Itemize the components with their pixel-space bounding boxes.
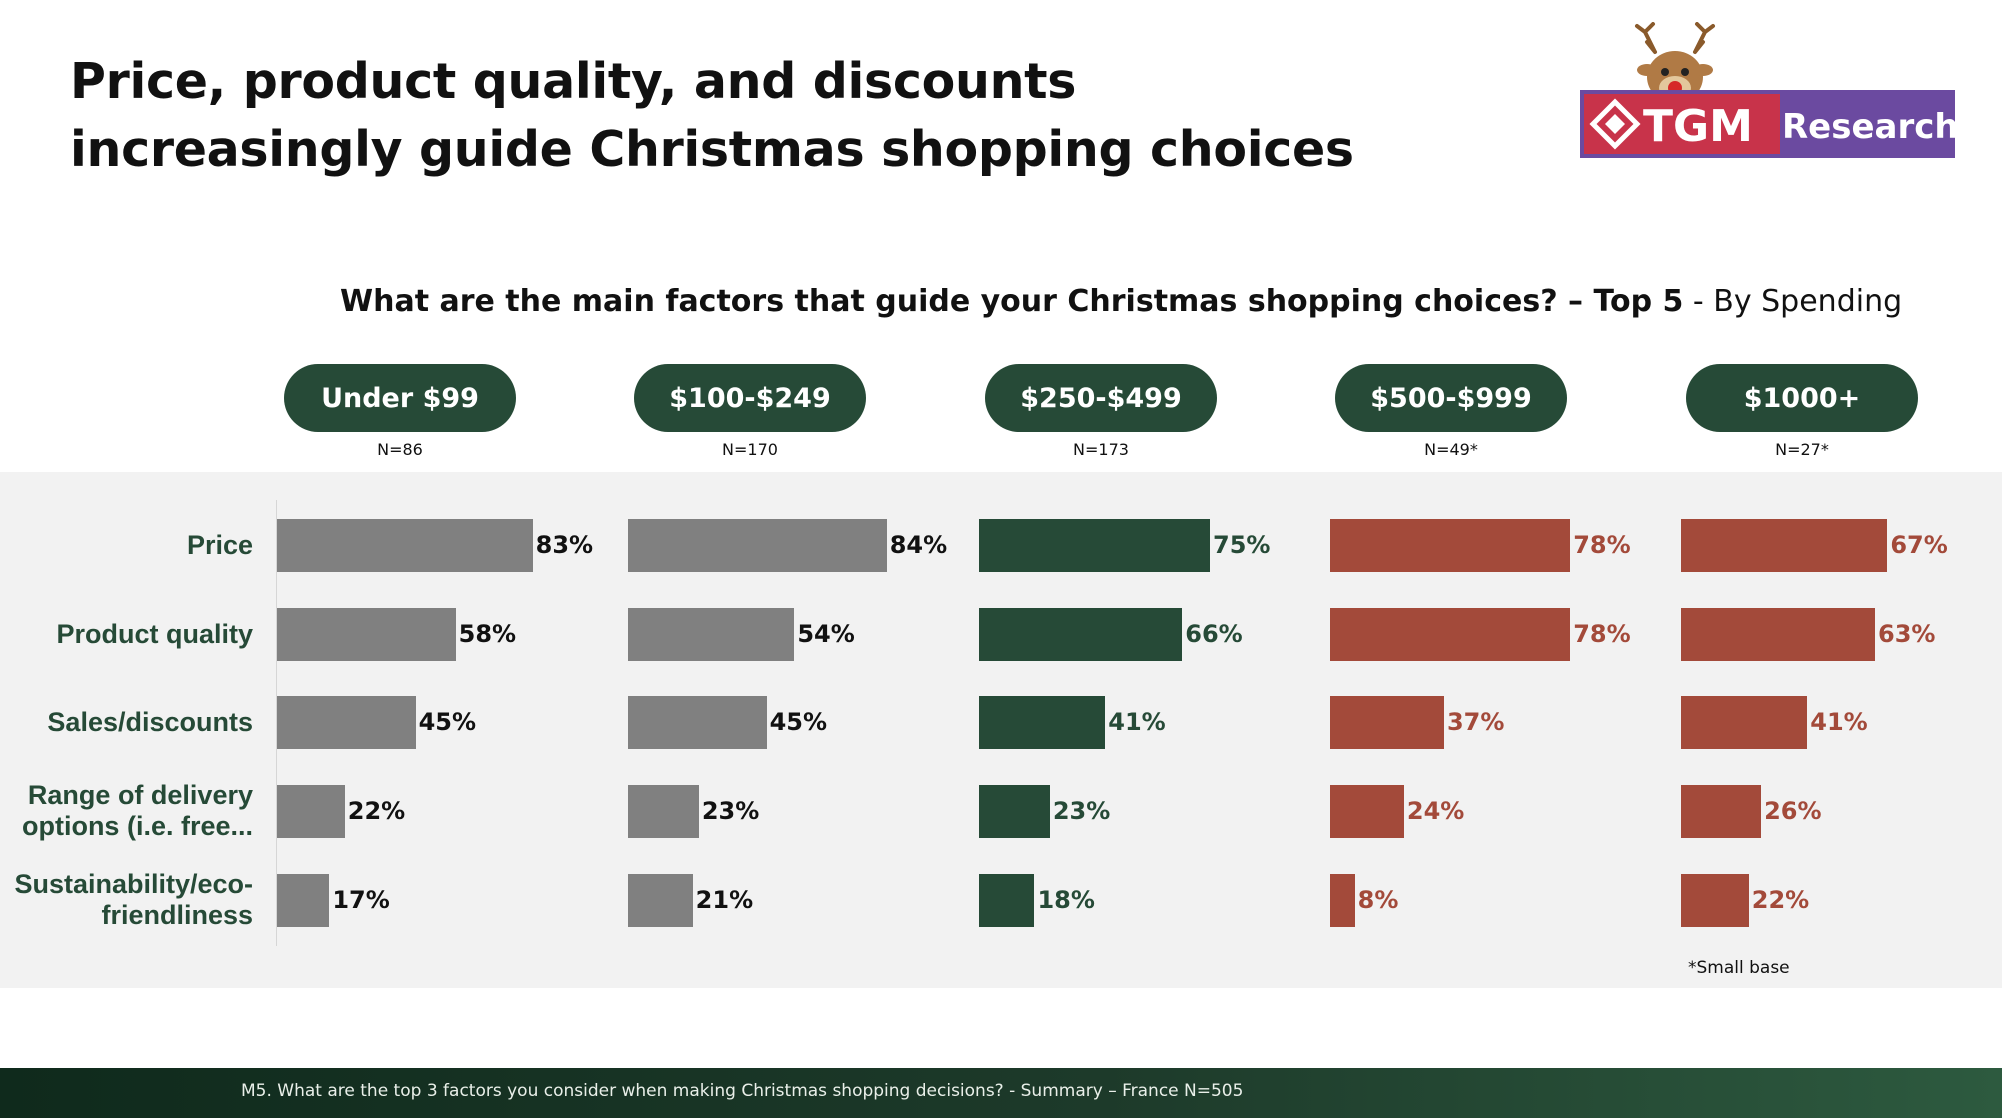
data-label: 41% [1810, 707, 1868, 736]
category-label: Product quality [56, 618, 253, 649]
series-sample-size: N=170 [722, 440, 778, 459]
bar [979, 873, 1035, 927]
bar [277, 784, 345, 838]
bar [979, 518, 1210, 572]
data-label: 22% [1751, 885, 1810, 914]
bar [1681, 873, 1749, 927]
data-label: 23% [701, 796, 760, 825]
page-title-line-2: increasingly guide Christmas shopping ch… [70, 121, 1354, 178]
bar [1681, 518, 1888, 572]
bar [277, 518, 533, 572]
data-label: 54% [797, 619, 855, 648]
data-label: 37% [1446, 707, 1505, 736]
category-axis-line [276, 500, 277, 946]
data-label: 67% [1890, 530, 1948, 559]
data-label: 66% [1185, 619, 1243, 648]
data-label: 17% [332, 885, 390, 914]
bar [1330, 784, 1404, 838]
category-label: Price [186, 529, 253, 560]
bar [1681, 695, 1808, 749]
data-label: 63% [1878, 619, 1936, 648]
series-sample-size: N=27* [1775, 440, 1829, 459]
data-label: 24% [1406, 796, 1465, 825]
bar [979, 695, 1106, 749]
category-label: Sales/discounts [47, 706, 253, 737]
data-label: 22% [347, 796, 406, 825]
bar [1330, 695, 1444, 749]
data-label: 83% [535, 530, 594, 559]
data-label: 45% [418, 707, 477, 736]
bar [1681, 784, 1762, 838]
small-base-note: *Small base [1688, 958, 1790, 978]
data-label: 84% [889, 530, 948, 559]
data-label: 23% [1052, 796, 1111, 825]
bar [277, 695, 416, 749]
data-label: 78% [1573, 530, 1631, 559]
series-header-pill: $500-$999 [1335, 364, 1567, 432]
question-main: What are the main factors that guide you… [340, 284, 1684, 319]
question-sub: - By Spending [1683, 284, 1903, 319]
bar [1330, 873, 1355, 927]
series-sample-size: N=173 [1073, 440, 1129, 459]
logo-text-main: TGM [1643, 101, 1753, 152]
series-sample-size: N=86 [377, 440, 423, 459]
data-label: 78% [1573, 619, 1631, 648]
footer-source-note: M5. What are the top 3 factors you consi… [241, 1081, 1244, 1101]
bar [628, 518, 887, 572]
bar [1330, 518, 1571, 572]
bar [628, 695, 767, 749]
series-header-pill: $1000+ [1686, 364, 1918, 432]
logo-text-sub: Research [1782, 107, 1959, 147]
chart-question: What are the main factors that guide you… [0, 284, 2002, 319]
bar [1681, 607, 1876, 661]
page-title-line-1: Price, product quality, and discounts [70, 53, 1077, 110]
bar [277, 873, 330, 927]
data-label: 75% [1213, 530, 1271, 559]
bar [277, 607, 456, 661]
data-label: 18% [1037, 885, 1095, 914]
bar [979, 607, 1183, 661]
data-label: 41% [1108, 707, 1166, 736]
series-header-pill: Under $99 [284, 364, 516, 432]
data-label: 26% [1764, 796, 1822, 825]
tgm-diamond-icon [1589, 98, 1641, 150]
series-sample-size: N=49* [1424, 440, 1478, 459]
category-label: Range of delivery options (i.e. free... [21, 780, 253, 841]
page-title: Price, product quality, and discounts in… [70, 48, 1470, 184]
bar [628, 873, 693, 927]
tgm-research-logo: TGM Research [1580, 22, 1959, 158]
bar [628, 784, 699, 838]
category-label: Sustainability/eco-friendliness [14, 869, 253, 930]
data-label: 21% [695, 885, 754, 914]
data-label: 58% [458, 619, 517, 648]
data-label: 8% [1357, 885, 1399, 914]
footer-bar: M5. What are the top 3 factors you consi… [0, 1068, 2002, 1118]
bar [628, 607, 795, 661]
data-label: 45% [769, 707, 828, 736]
bar [1330, 607, 1571, 661]
series-header-pill: $250-$499 [985, 364, 1217, 432]
bar [979, 784, 1050, 838]
series-header-pill: $100-$249 [634, 364, 866, 432]
